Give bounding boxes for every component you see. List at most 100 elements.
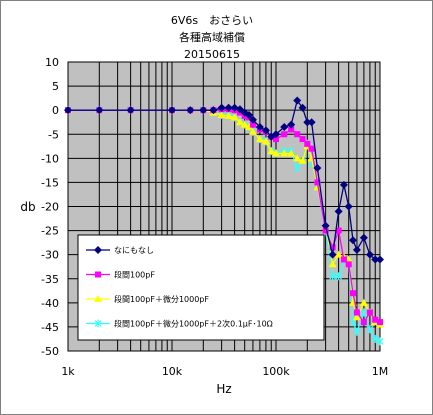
data-point <box>366 325 374 334</box>
data-point <box>340 256 347 263</box>
data-point <box>199 106 208 115</box>
data-point <box>366 309 373 316</box>
data-point <box>313 183 322 191</box>
data-point <box>267 147 276 155</box>
data-point <box>235 118 244 126</box>
data-point <box>249 121 256 128</box>
data-point <box>298 103 307 112</box>
data-point <box>360 319 367 326</box>
data-point <box>321 221 330 230</box>
data-point <box>314 179 321 186</box>
data-point <box>304 140 311 147</box>
y-tick-label: -50 <box>41 345 59 358</box>
legend-box <box>77 234 325 341</box>
y-tick-label: 10 <box>45 56 59 69</box>
data-point <box>240 120 249 128</box>
y-axis-label: db <box>20 200 35 214</box>
data-point <box>359 298 368 306</box>
data-point <box>334 207 343 216</box>
data-point <box>307 118 316 127</box>
series-1 <box>64 96 384 264</box>
data-point <box>287 120 296 129</box>
data-point <box>293 154 302 162</box>
data-point <box>345 261 352 268</box>
y-tick-label: -30 <box>41 249 59 262</box>
data-point <box>235 105 244 114</box>
data-point <box>261 126 270 135</box>
data-point <box>308 145 315 152</box>
data-point <box>255 135 264 143</box>
data-point <box>376 337 384 346</box>
data-point <box>339 180 348 189</box>
data-point <box>365 250 374 259</box>
data-point <box>359 233 368 242</box>
legend-marker <box>94 319 102 328</box>
y-tick-label: -15 <box>41 176 59 189</box>
data-point <box>273 136 279 143</box>
y-tick-label: -40 <box>41 297 59 310</box>
data-point <box>335 272 343 281</box>
data-point <box>377 319 383 326</box>
data-point <box>328 260 337 268</box>
data-point <box>224 111 233 119</box>
y-tick-label: -45 <box>41 321 59 334</box>
data-point <box>280 149 289 157</box>
data-point <box>303 118 312 127</box>
chart-title-line-2: 各種高域補償 <box>179 30 245 44</box>
data-point <box>168 106 176 115</box>
data-point <box>287 149 296 157</box>
data-point <box>313 163 322 172</box>
data-point <box>348 236 357 245</box>
data-point <box>329 244 336 251</box>
y-tick-label: -5 <box>48 128 59 141</box>
data-point <box>360 308 368 317</box>
y-tick-label: 0 <box>52 104 59 117</box>
legend-label: 段間100pF＋微分1000pF＋2次0.1μF･10Ω <box>114 319 273 329</box>
x-axis-label: Hz <box>216 382 231 396</box>
data-point <box>224 103 233 112</box>
data-point <box>293 96 302 105</box>
data-point <box>334 250 343 258</box>
data-point <box>352 313 361 321</box>
legend-marker <box>95 271 101 278</box>
data-point <box>272 130 280 139</box>
data-point <box>372 316 379 323</box>
data-point <box>126 106 135 115</box>
data-point <box>322 227 329 234</box>
data-point <box>376 255 384 264</box>
x-tick-label: 1M <box>372 365 389 378</box>
data-point <box>244 123 253 131</box>
data-point <box>281 131 288 138</box>
chart-title-line-3: 20150615 <box>184 48 240 61</box>
data-point <box>230 113 239 121</box>
data-point <box>298 156 307 164</box>
x-tick-label: 100k <box>262 365 290 378</box>
series-layer <box>64 96 384 346</box>
data-point <box>371 255 380 264</box>
y-tick-label: -25 <box>41 225 59 238</box>
data-point <box>186 106 195 115</box>
legend-marker <box>94 295 102 302</box>
chart-title-line-1: 6V6s おさらい <box>171 14 253 27</box>
data-point <box>64 106 72 115</box>
y-tick-label: -10 <box>41 152 59 165</box>
y-tick-label: -20 <box>41 201 59 214</box>
data-point <box>244 110 253 119</box>
data-point <box>248 127 257 135</box>
data-point <box>353 309 360 316</box>
data-point <box>280 123 289 132</box>
data-point <box>294 131 301 138</box>
data-point <box>272 149 280 157</box>
y-tick-label: -35 <box>41 273 59 286</box>
x-tick-label: 10k <box>162 365 183 378</box>
data-point <box>349 290 356 297</box>
data-point <box>335 227 342 234</box>
data-point <box>299 136 306 143</box>
data-point <box>371 334 379 343</box>
x-tick-label: 1k <box>61 365 75 378</box>
data-point <box>288 126 295 133</box>
data-point <box>352 245 361 254</box>
